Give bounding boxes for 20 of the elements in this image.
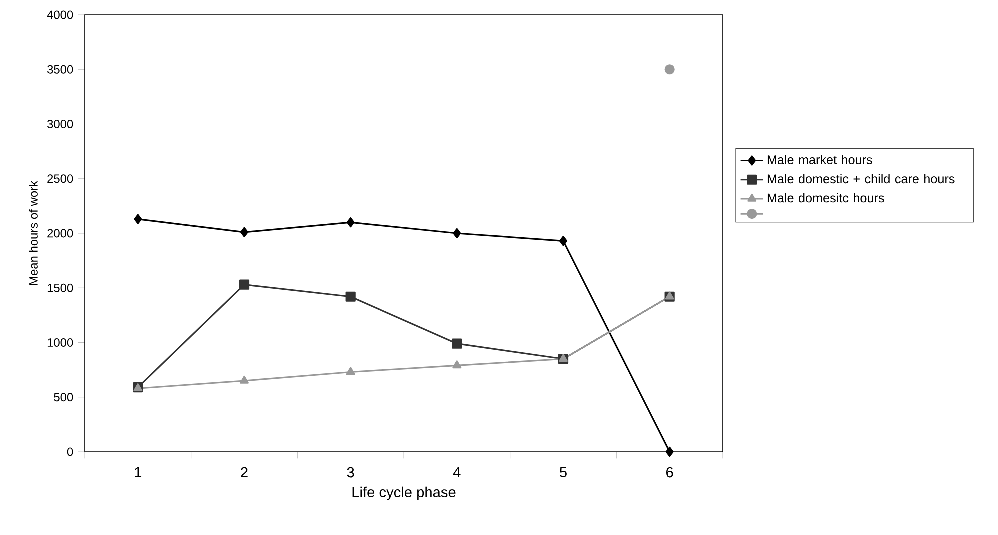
y-tick-label: 3500 [48, 65, 74, 74]
y-axis-title: Mean hours of work [29, 181, 38, 286]
y-tick-label: 1000 [48, 338, 74, 347]
legend-label: Male domestic + child care hours [768, 174, 955, 184]
y-tick-label: 4000 [47, 10, 74, 20]
x-tick-label: 5 [560, 467, 567, 478]
y-tick-label: 2000 [48, 229, 74, 238]
legend-label: Male domesitc hours [768, 193, 884, 203]
x-tick-label: 4 [453, 467, 461, 478]
x-tick-label: 6 [666, 467, 674, 478]
y-tick-label: 1500 [48, 284, 74, 292]
y-tick-label: 500 [54, 393, 74, 402]
x-tick-label: 1 [135, 467, 142, 478]
legend-label: Male market hours [768, 155, 872, 164]
y-tick-label: 3000 [48, 120, 74, 128]
y-tick-label: 0 [67, 448, 74, 456]
x-axis-title: Life cycle phase [352, 486, 456, 500]
x-tick-label: 3 [347, 467, 354, 478]
y-tick-label: 2500 [48, 174, 74, 184]
x-tick-label: 2 [241, 467, 248, 478]
